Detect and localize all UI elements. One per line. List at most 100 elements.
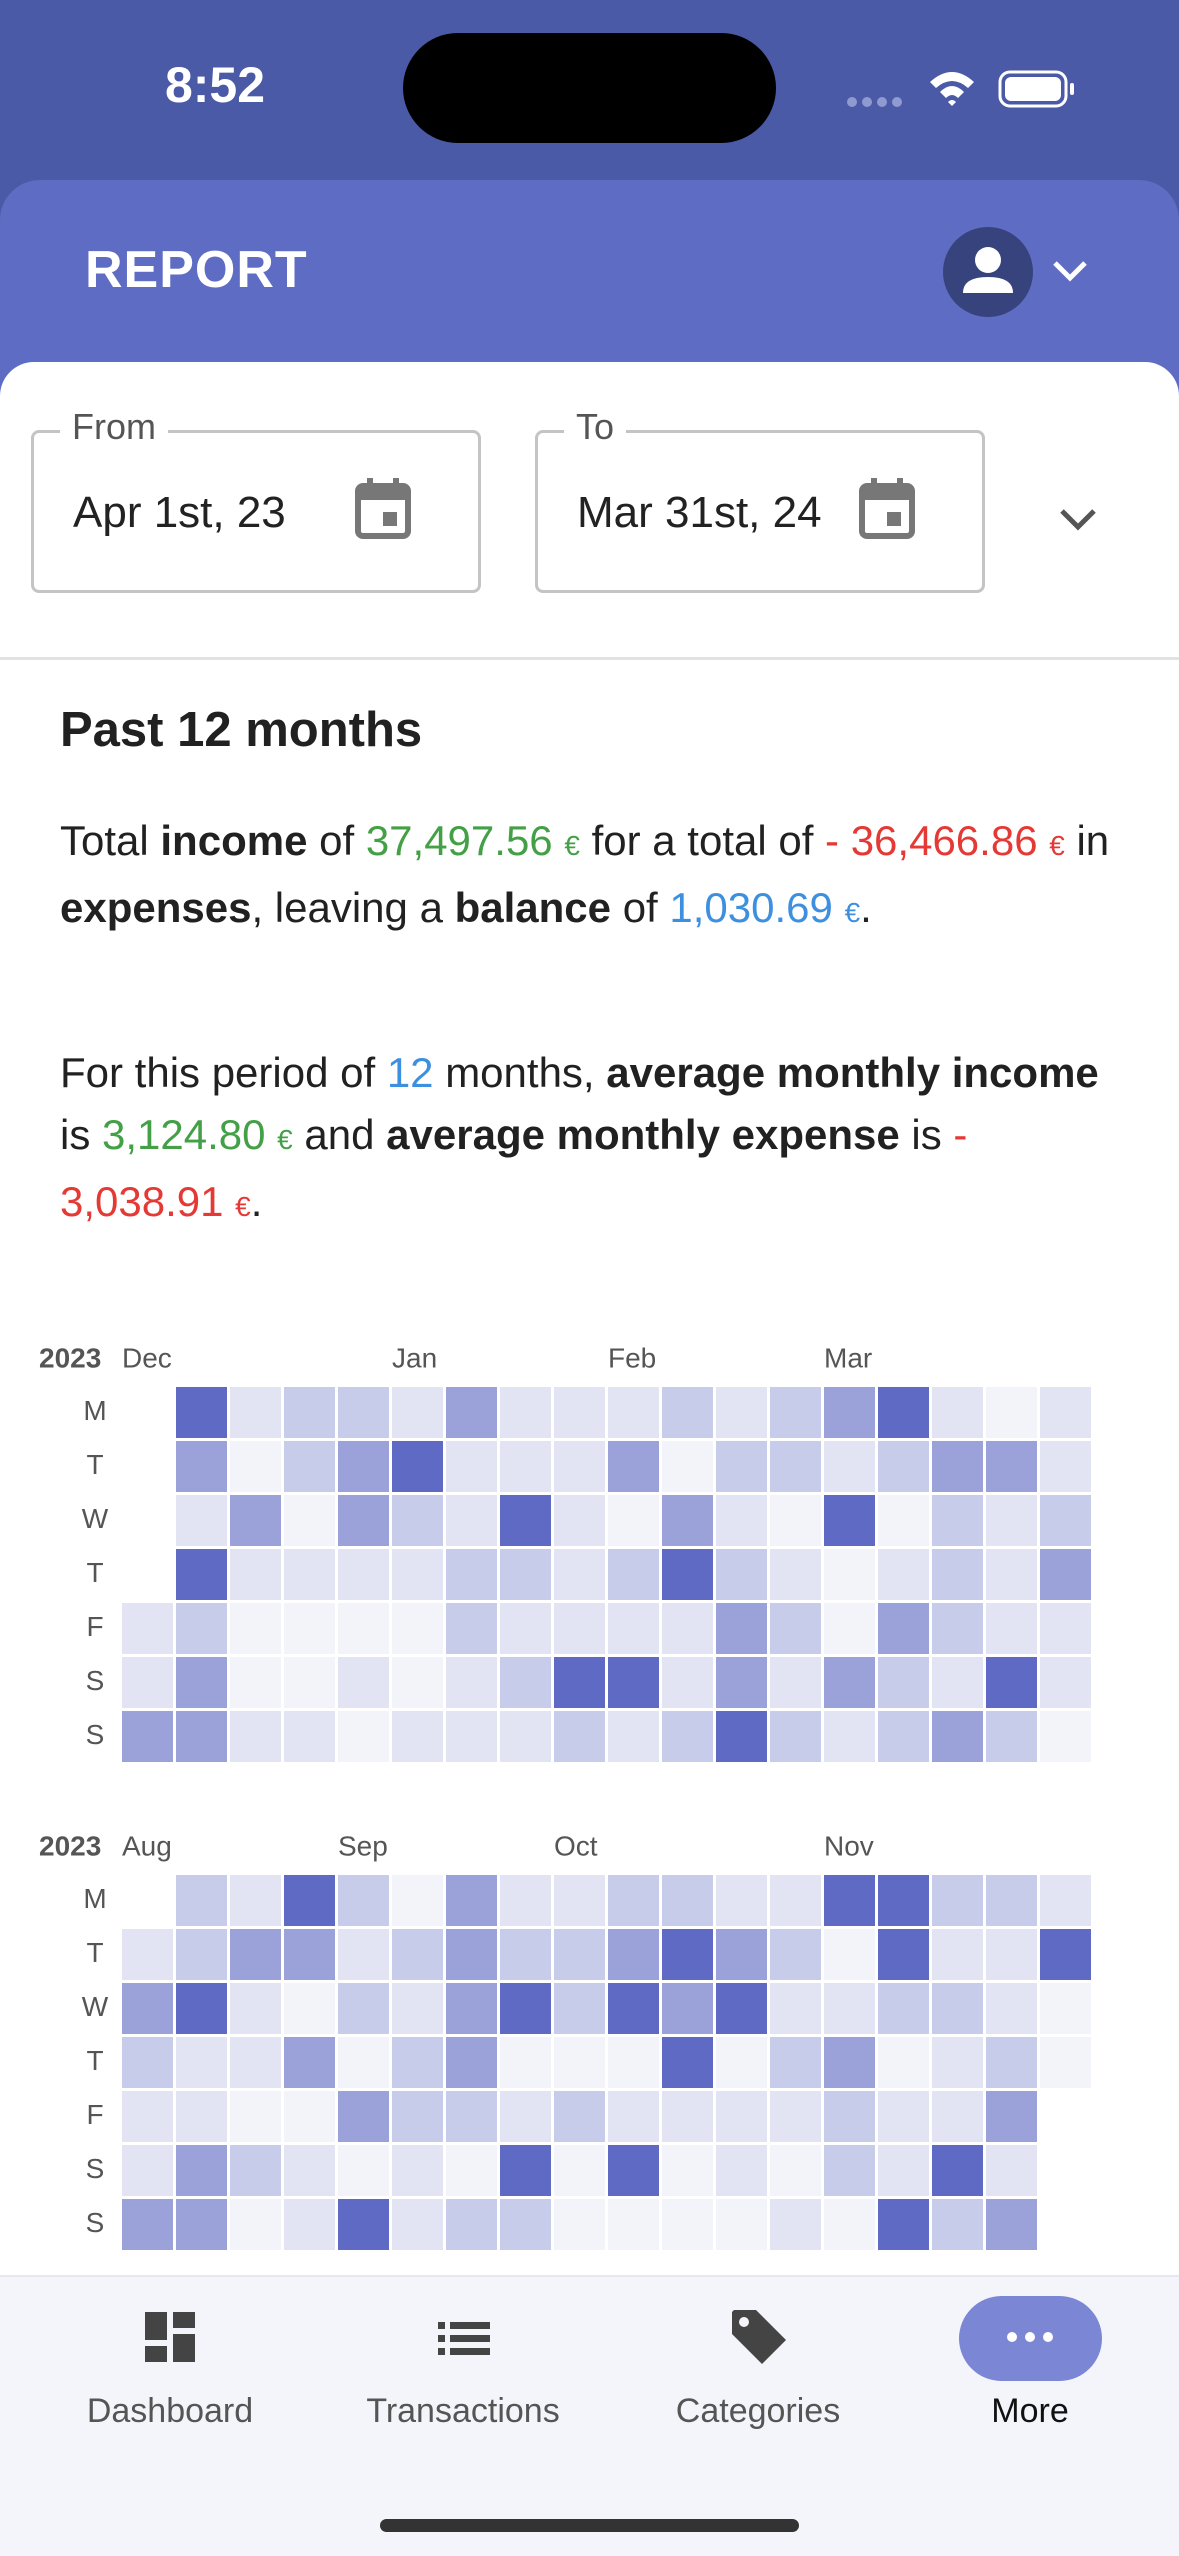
heat-cell — [392, 1441, 443, 1492]
text-segment: and — [292, 1111, 387, 1158]
heat-cell — [878, 1549, 929, 1600]
weekday-label: F — [86, 2099, 103, 2130]
heat-cell — [554, 1441, 605, 1492]
calendar-icon[interactable] — [355, 478, 411, 540]
heat-cell — [284, 1603, 335, 1654]
heat-cell — [716, 2091, 767, 2142]
heat-cell — [500, 1875, 551, 1926]
heat-cell — [122, 1657, 173, 1708]
heat-cell — [338, 2199, 389, 2250]
weekday-label: F — [86, 1611, 103, 1642]
heat-cell — [500, 1929, 551, 1980]
heat-cell — [122, 1983, 173, 2034]
heat-cell — [338, 1657, 389, 1708]
heat-cell — [608, 1603, 659, 1654]
nav-label[interactable]: Transactions — [366, 2392, 560, 2430]
heat-cell — [554, 2037, 605, 2088]
heat-cell — [230, 2145, 281, 2196]
dashboard-icon[interactable] — [145, 2312, 195, 2362]
heat-cell — [986, 1711, 1037, 1762]
heat-cell — [446, 1929, 497, 1980]
text-segment: in — [1064, 817, 1110, 864]
heat-cell — [392, 2037, 443, 2088]
heat-cell — [230, 1603, 281, 1654]
text-segment: income — [160, 817, 308, 864]
month-label: Aug — [122, 1830, 172, 1861]
heat-cell — [176, 1549, 227, 1600]
summary-title: Past 12 months — [60, 703, 423, 757]
heat-cell — [338, 1549, 389, 1600]
heat-cell — [554, 1603, 605, 1654]
account-chevron[interactable] — [1050, 257, 1090, 287]
heat-cell — [1040, 1711, 1091, 1762]
heat-cell — [824, 2037, 875, 2088]
heat-cell — [446, 2091, 497, 2142]
text-segment: . — [250, 1178, 263, 1225]
heat-cell — [176, 1441, 227, 1492]
heat-cell — [500, 1603, 551, 1654]
divider — [0, 657, 1179, 660]
categories-icon[interactable] — [730, 2308, 788, 2366]
weekday-label: T — [86, 1557, 103, 1588]
heat-cell — [716, 1983, 767, 2034]
expand-chevron[interactable] — [1058, 507, 1098, 533]
heat-cell — [392, 1387, 443, 1438]
from-label: From — [60, 406, 168, 448]
heat-cell — [338, 1495, 389, 1546]
heat-cell — [500, 1549, 551, 1600]
heat-cell — [1040, 1657, 1091, 1708]
text-segment: average monthly income — [606, 1049, 1099, 1096]
heat-cell — [1040, 1441, 1091, 1492]
text-segment: expenses — [60, 884, 252, 931]
heat-cell — [284, 2037, 335, 2088]
heat-cell — [932, 2199, 983, 2250]
to-label: To — [564, 406, 627, 448]
heat-cell — [824, 1549, 875, 1600]
more-icon[interactable] — [1000, 2327, 1060, 2347]
heat-cell — [770, 1495, 821, 1546]
calendar-icon[interactable] — [859, 478, 915, 540]
heat-cell — [284, 1929, 335, 1980]
heat-cell — [1040, 1983, 1091, 2034]
heat-cell — [608, 2091, 659, 2142]
heat-cell — [284, 1983, 335, 2034]
text-segment: for a total of — [579, 817, 826, 864]
account-button[interactable] — [943, 227, 1033, 317]
heat-cell — [932, 1441, 983, 1492]
heat-cell — [176, 1875, 227, 1926]
year-label: 2023 — [39, 1830, 101, 1861]
heat-cell — [770, 1657, 821, 1708]
heat-cell — [986, 2037, 1037, 2088]
heat-cell — [1040, 1387, 1091, 1438]
heat-cell — [878, 1495, 929, 1546]
nav-label[interactable]: More — [991, 2392, 1069, 2430]
nav-label[interactable]: Dashboard — [86, 2392, 254, 2430]
to-value: Mar 31st, 24 — [577, 488, 822, 537]
weekday-label: M — [83, 1395, 106, 1426]
heat-cell — [716, 1875, 767, 1926]
heat-cell — [770, 2145, 821, 2196]
weekday-label: S — [86, 1665, 105, 1696]
heat-cell — [932, 1495, 983, 1546]
heat-cell — [392, 1603, 443, 1654]
heat-cell — [122, 1929, 173, 1980]
text-segment: - 3,038.91 — [60, 1111, 968, 1225]
text-segment: € — [277, 1124, 293, 1155]
heat-cell — [716, 1929, 767, 1980]
nav-label[interactable]: Categories — [675, 2392, 841, 2430]
heat-cell — [500, 2199, 551, 2250]
heat-cell — [716, 1603, 767, 1654]
heat-cell — [716, 1657, 767, 1708]
from-field[interactable] — [31, 430, 481, 593]
transactions-icon[interactable] — [438, 2320, 490, 2356]
heat-cell — [824, 1983, 875, 2034]
heat-cell — [986, 2199, 1037, 2250]
heat-cell — [446, 1657, 497, 1708]
year-label: 2023 — [39, 1342, 101, 1373]
heat-cell — [662, 1929, 713, 1980]
heat-cell — [608, 1929, 659, 1980]
heat-cell — [284, 1387, 335, 1438]
to-field[interactable] — [535, 430, 985, 593]
text-segment: 3,124.80 — [102, 1111, 278, 1158]
text-segment: of — [611, 884, 670, 931]
